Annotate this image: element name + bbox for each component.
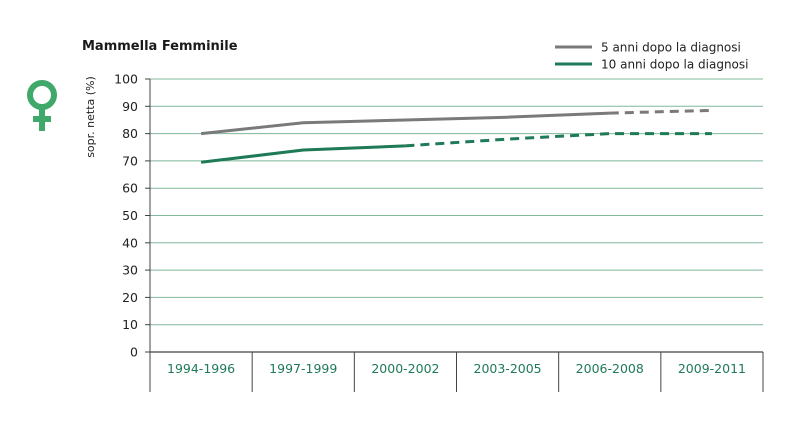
xtick-label-1994-1996: 1994-1996 [167, 361, 235, 376]
ytick-label-20: 20 [122, 290, 138, 305]
xtick-label-1997-1999: 1997-1999 [269, 361, 337, 376]
axes [145, 78, 764, 392]
ytick-label-10: 10 [122, 317, 138, 332]
xtick-label-2000-2002: 2000-2002 [371, 361, 439, 376]
ytick-label-80: 80 [122, 126, 138, 141]
ytick-label-40: 40 [122, 235, 138, 250]
series-1-dashed-line [609, 108, 712, 115]
legend: 5 anni dopo la diagnosi 10 anni dopo la d… [555, 41, 749, 72]
y-ticks: 0 10 20 30 40 50 60 70 80 90 100 [114, 72, 138, 360]
grid [150, 78, 763, 326]
ytick-label-90: 90 [122, 99, 138, 114]
chart-title: Mammella Femminile [82, 39, 238, 54]
xtick-label-2003-2005: 2003-2005 [474, 361, 542, 376]
x-ticks: 1994-1996 1997-1999 2000-2002 2003-2005 2006… [167, 361, 746, 376]
ytick-label-30: 30 [122, 263, 138, 278]
legend-label-2: 10 anni dopo la diagnosi [601, 58, 749, 72]
series [200, 108, 712, 164]
xtick-label-2006-2008: 2006-2008 [576, 361, 644, 376]
legend-label-1: 5 anni dopo la diagnosi [601, 41, 741, 55]
ytick-label-60: 60 [122, 181, 138, 196]
ytick-label-100: 100 [114, 72, 138, 87]
ytick-label-70: 70 [122, 153, 138, 168]
xtick-label-2009-2011: 2009-2011 [678, 361, 746, 376]
ytick-label-0: 0 [130, 345, 138, 360]
female-symbol-icon [27, 80, 57, 131]
series-1-solid-line [200, 111, 610, 136]
series-2-dashed-line [405, 132, 712, 148]
ytick-label-50: 50 [122, 208, 138, 223]
series-2-solid-line [200, 144, 406, 164]
y-axis-label: sopr. netta (%) [84, 76, 97, 158]
